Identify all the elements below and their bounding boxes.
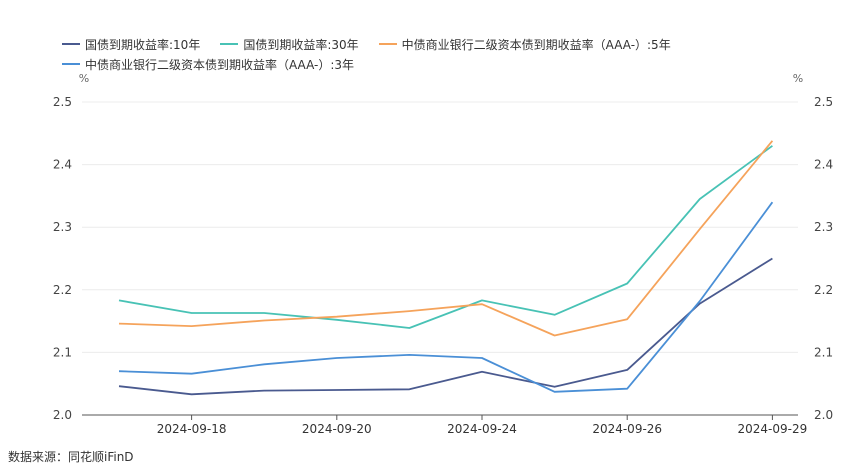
y-tick-label-left: 2.1 xyxy=(53,345,72,359)
x-tick-label: 2024-09-26 xyxy=(592,422,662,436)
legend-swatch xyxy=(62,43,80,45)
y-tick-label-left: 2.0 xyxy=(53,408,72,422)
y-tick-label-right: 2.0 xyxy=(814,408,833,422)
legend-item[interactable]: 中债商业银行二级资本债到期收益率（AAA-）:3年 xyxy=(62,56,354,73)
y-tick-label-right: 2.5 xyxy=(814,95,833,109)
x-tick-label: 2024-09-24 xyxy=(447,422,517,436)
legend-label: 中债商业银行二级资本债到期收益率（AAA-）:5年 xyxy=(401,37,671,52)
data-source-note: 数据来源：同花顺iFinD xyxy=(8,450,134,464)
legend-item[interactable]: 国债到期收益率:30年 xyxy=(220,36,359,53)
y-tick-label-right: 2.4 xyxy=(814,158,833,172)
series-line xyxy=(118,145,773,329)
series-layer xyxy=(118,140,774,396)
legend-label: 中债商业银行二级资本债到期收益率（AAA-）:3年 xyxy=(85,57,355,72)
x-tick-label: 2024-09-18 xyxy=(157,422,227,436)
y-tick-label-left: 2.5 xyxy=(53,95,72,109)
axis-layer: 2.0 2.0 2.1 2.1 2.2 2.2 2.3 2.3 2.4 2.4 2.5 2.5% % 20… xyxy=(53,72,833,436)
y-tick-label-right: 2.1 xyxy=(814,345,833,359)
grid-layer xyxy=(82,101,798,353)
y-tick-label-right: 2.3 xyxy=(814,220,833,234)
y-tick-label-left: 2.2 xyxy=(53,283,72,297)
legend-row-1: 国债到期收益率:10年 国债到期收益率:30年 中债商业银行二级资本债到期收益率… xyxy=(62,34,822,54)
legend-label: 国债到期收益率:10年 xyxy=(85,37,201,52)
y-unit-label-right: % xyxy=(793,72,803,85)
y-tick-label-left: 2.4 xyxy=(53,158,72,172)
legend-swatch xyxy=(378,43,397,45)
series-line xyxy=(118,140,774,337)
y-tick-label-right: 2.2 xyxy=(814,283,833,297)
legend-item[interactable]: 国债到期收益率:10年 xyxy=(62,36,200,53)
series-line xyxy=(118,201,774,393)
y-tick-label-left: 2.3 xyxy=(53,220,72,234)
legend-row-2: 中债商业银行二级资本债到期收益率（AAA-）:3年 xyxy=(62,54,822,74)
legend-item[interactable]: 中债商业银行二级资本债到期收益率（AAA-）:5年 xyxy=(378,36,671,53)
legend-swatch xyxy=(62,63,80,65)
chart-legend: 国债到期收益率:10年 国债到期收益率:30年 中债商业银行二级资本债到期收益率… xyxy=(62,34,822,74)
legend-swatch xyxy=(220,43,239,45)
x-tick-label: 2024-09-20 xyxy=(302,422,372,436)
legend-label: 国债到期收益率:30年 xyxy=(243,37,359,52)
series-line xyxy=(118,257,773,396)
y-unit-label-left: % xyxy=(79,72,89,85)
x-tick-label: 2024-09-29 xyxy=(738,422,808,436)
